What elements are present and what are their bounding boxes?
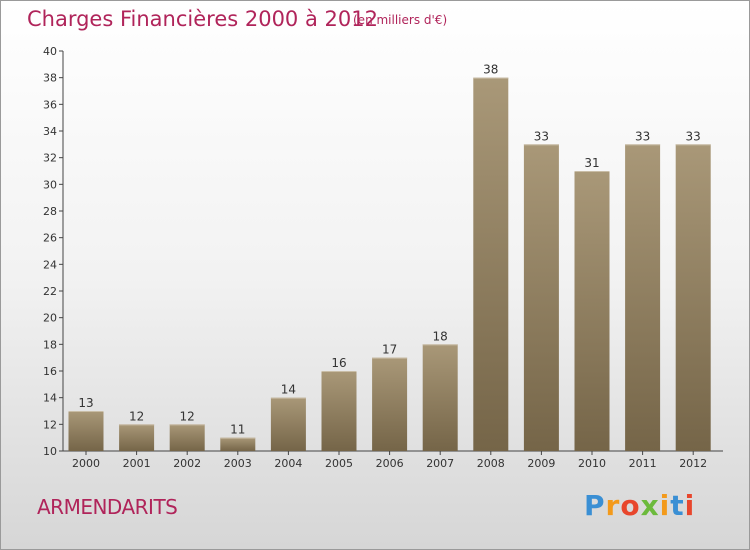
y-tick-label: 34 [43,125,57,138]
y-tick-label: 38 [43,72,57,85]
data-label: 33 [635,129,650,143]
bar [270,397,306,451]
data-label: 17 [382,343,397,357]
logo-letter: P [584,489,606,522]
commune-name: ARMENDARITS [37,495,178,519]
x-tick-label: 2011 [629,457,657,470]
x-tick-label: 2008 [477,457,505,470]
x-tick-label: 2007 [426,457,454,470]
bar [523,144,559,452]
data-label: 33 [534,129,549,143]
bar [68,411,104,451]
data-label: 16 [331,356,346,370]
bar [675,144,711,452]
data-label: 38 [483,63,498,77]
y-tick-label: 40 [43,45,57,58]
y-tick-label: 26 [43,232,57,245]
logo-letter: t [670,489,685,522]
data-label: 14 [281,383,296,397]
bar [321,371,357,451]
bar [220,437,256,451]
y-tick-label: 30 [43,178,57,191]
x-tick-label: 2010 [578,457,606,470]
y-tick-label: 18 [43,338,57,351]
logo-letter: o [620,489,641,522]
x-tick-label: 2003 [224,457,252,470]
x-tick-label: 2004 [274,457,302,470]
bar [169,424,205,451]
bar [473,77,509,452]
bar [422,344,458,451]
logo-letter: i [659,489,671,522]
y-tick-label: 22 [43,285,57,298]
y-tick-label: 16 [43,365,57,378]
logo-letter: r [605,489,621,522]
logo-letter: i [684,489,696,522]
data-label: 13 [78,396,93,410]
chart-title: Charges Financières 2000 à 2012 [27,7,378,31]
y-tick-label: 28 [43,205,57,218]
x-tick-label: 2009 [527,457,555,470]
x-tick-label: 2001 [123,457,151,470]
data-label: 33 [686,129,701,143]
y-tick-label: 20 [43,312,57,325]
bar [574,171,610,451]
x-tick-label: 2002 [173,457,201,470]
data-label: 12 [129,409,144,423]
y-tick-label: 12 [43,418,57,431]
proxiti-logo: Proxiti [584,489,695,522]
y-tick-label: 24 [43,258,57,271]
x-tick-label: 2012 [679,457,707,470]
x-tick-label: 2006 [376,457,404,470]
chart-subtitle: (en milliers d'€) [353,13,448,27]
bar [625,144,661,452]
y-tick-label: 36 [43,98,57,111]
data-label: 12 [180,409,195,423]
bar [372,357,408,451]
data-label: 11 [230,423,245,437]
logo-letter: x [640,489,660,522]
bar [119,424,155,451]
x-tick-label: 2005 [325,457,353,470]
y-tick-label: 32 [43,152,57,165]
y-tick-label: 10 [43,445,57,458]
data-label: 31 [584,156,599,170]
data-label: 18 [433,329,448,343]
y-tick-label: 14 [43,392,57,405]
x-tick-label: 2000 [72,457,100,470]
